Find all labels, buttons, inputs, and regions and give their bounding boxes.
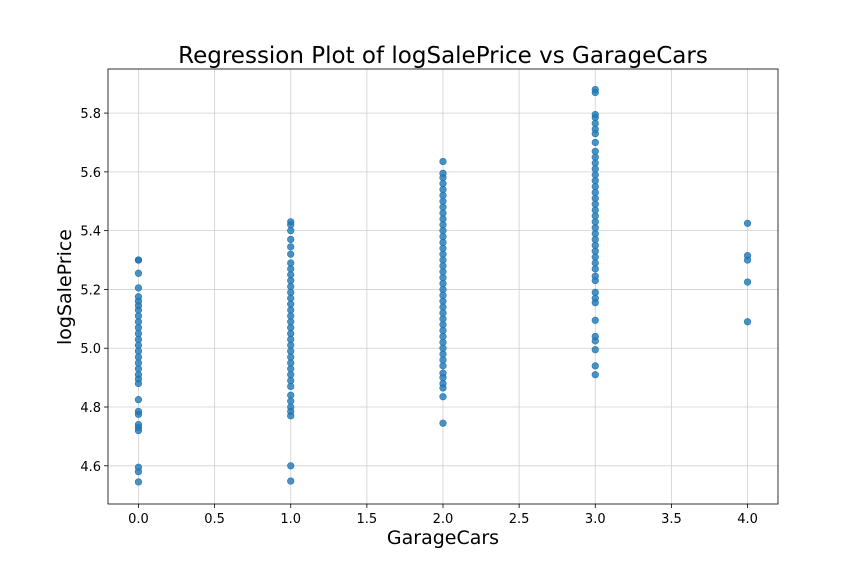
data-point [591, 110, 599, 119]
data-point [134, 421, 143, 429]
chart-title: Regression Plot of logSalePrice vs Garag… [178, 43, 708, 69]
data-point [287, 250, 295, 258]
data-point [439, 369, 447, 377]
x-tick-label: 0.0 [128, 512, 149, 527]
data-point [743, 318, 752, 326]
y-tick-label: 5.4 [80, 225, 101, 240]
data-point [287, 259, 295, 267]
data-point [591, 272, 599, 280]
data-point [134, 284, 143, 292]
y-tick-label: 5.8 [80, 107, 101, 122]
data-point [591, 316, 599, 324]
data-point [134, 256, 143, 264]
x-tick-label: 1.0 [280, 512, 301, 527]
y-axis-ticks: 4.6 4.8 5.0 5.2 5.4 5.6 5.8 [80, 107, 108, 475]
y-tick-label: 5.6 [80, 166, 101, 181]
data-point [287, 235, 295, 244]
data-point [591, 371, 599, 379]
data-point [439, 419, 447, 427]
y-tick-label: 4.8 [80, 401, 101, 416]
x-axis-ticks: 0.0 0.5 1.0 1.5 2.0 2.5 3.0 3.5 4.0 [128, 504, 758, 527]
data-point [134, 396, 143, 404]
x-tick-label: 0.5 [204, 512, 225, 527]
x-axis-label: GarageCars [387, 527, 499, 549]
x-tick-label: 1.5 [357, 512, 378, 527]
y-axis-label: logSalePrice [54, 229, 76, 345]
data-point [287, 218, 295, 226]
data-point [287, 391, 295, 399]
data-point [287, 462, 295, 470]
data-point [591, 362, 599, 370]
data-point [591, 85, 599, 94]
x-tick-label: 4.0 [737, 512, 758, 527]
data-point [287, 243, 295, 251]
x-tick-label: 3.0 [585, 512, 606, 527]
y-tick-label: 5.0 [80, 342, 101, 357]
data-point [134, 407, 143, 416]
data-point [743, 278, 752, 286]
y-tick-label: 5.2 [80, 283, 101, 298]
data-point [743, 252, 752, 260]
x-tick-label: 2.5 [509, 512, 530, 527]
x-tick-label: 2.0 [433, 512, 454, 527]
data-point [591, 147, 599, 155]
data-point [591, 138, 599, 147]
data-point [134, 463, 143, 471]
data-point [134, 269, 143, 277]
x-tick-label: 3.5 [661, 512, 682, 527]
data-point [287, 477, 295, 485]
data-point [134, 478, 143, 486]
data-point [591, 332, 599, 341]
data-point [134, 293, 143, 301]
data-points [134, 85, 752, 486]
data-point [743, 219, 752, 227]
data-point [591, 346, 599, 354]
data-point [439, 169, 447, 177]
data-point [439, 393, 447, 401]
data-point [591, 288, 599, 296]
data-point [439, 157, 447, 166]
y-tick-label: 4.6 [80, 460, 101, 475]
